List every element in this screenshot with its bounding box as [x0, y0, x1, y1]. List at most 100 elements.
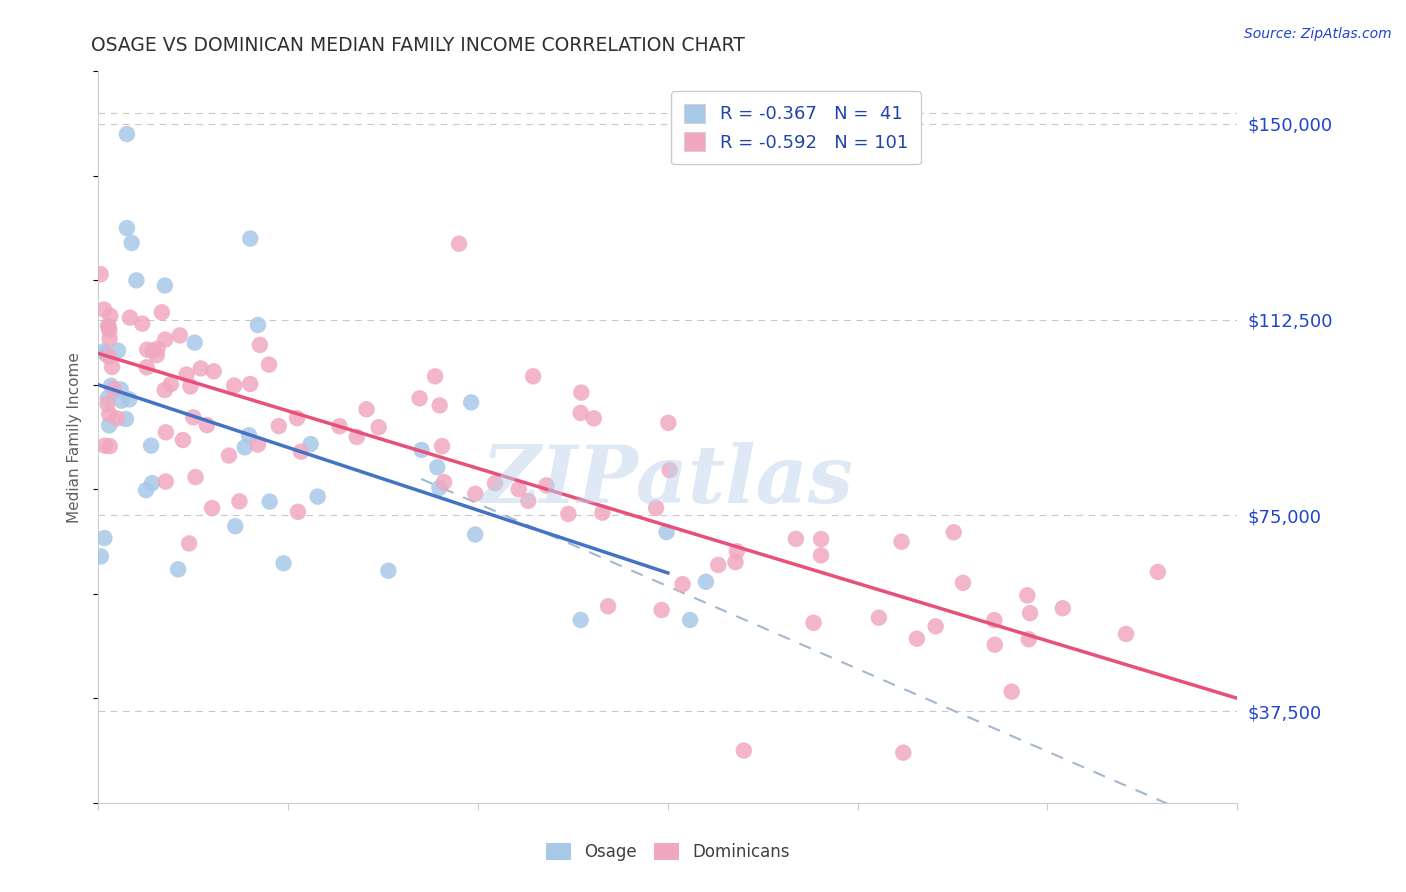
Point: [569, 406, 592, 420]
Point: [695, 574, 717, 589]
Point: [290, 444, 312, 458]
Point: [201, 501, 224, 516]
Point: [150, 305, 173, 319]
Point: [246, 437, 269, 451]
Point: [183, 335, 205, 350]
Point: [145, 348, 167, 362]
Point: [239, 231, 262, 245]
Point: [464, 487, 486, 501]
Point: [233, 441, 256, 455]
Point: [115, 127, 138, 141]
Point: [224, 519, 246, 533]
Point: [433, 475, 456, 490]
Point: [100, 379, 122, 393]
Point: [1115, 627, 1137, 641]
Point: [98, 439, 121, 453]
Point: [155, 475, 177, 489]
Point: [707, 558, 730, 572]
Point: [408, 392, 430, 406]
Point: [517, 494, 540, 508]
Point: [90, 267, 112, 281]
Point: [135, 483, 157, 497]
Point: [810, 532, 832, 546]
Point: [202, 364, 225, 378]
Point: [107, 343, 129, 358]
Y-axis label: Median Family Income: Median Family Income: [67, 351, 83, 523]
Point: [508, 483, 530, 497]
Point: [181, 410, 204, 425]
Point: [153, 333, 176, 347]
Point: [657, 416, 679, 430]
Point: [135, 360, 157, 375]
Point: [307, 490, 329, 504]
Point: [724, 555, 747, 569]
Point: [176, 368, 198, 382]
Point: [93, 302, 115, 317]
Point: [190, 361, 212, 376]
Point: [658, 463, 681, 477]
Point: [557, 507, 579, 521]
Point: [98, 418, 121, 433]
Point: [101, 359, 124, 374]
Point: [423, 369, 446, 384]
Legend: Osage, Dominicans: Osage, Dominicans: [540, 836, 796, 868]
Point: [733, 743, 755, 757]
Point: [651, 603, 673, 617]
Point: [184, 470, 207, 484]
Point: [141, 343, 163, 358]
Point: [98, 324, 121, 338]
Point: [868, 610, 890, 624]
Point: [983, 613, 1005, 627]
Point: [94, 439, 117, 453]
Point: [153, 278, 176, 293]
Point: [942, 525, 965, 540]
Point: [172, 433, 194, 447]
Point: [1017, 588, 1039, 602]
Point: [259, 494, 281, 508]
Point: [803, 615, 825, 630]
Point: [131, 317, 153, 331]
Point: [267, 419, 290, 434]
Point: [299, 437, 322, 451]
Point: [426, 460, 449, 475]
Point: [1018, 632, 1040, 647]
Point: [582, 411, 605, 425]
Point: [536, 478, 558, 492]
Point: [228, 494, 250, 508]
Text: Source: ZipAtlas.com: Source: ZipAtlas.com: [1244, 27, 1392, 41]
Point: [110, 393, 132, 408]
Point: [1147, 565, 1170, 579]
Point: [655, 525, 678, 540]
Point: [118, 310, 141, 325]
Point: [287, 505, 309, 519]
Point: [246, 318, 269, 332]
Point: [598, 599, 620, 614]
Point: [569, 385, 592, 400]
Point: [449, 236, 471, 251]
Point: [139, 439, 162, 453]
Point: [160, 377, 183, 392]
Point: [464, 527, 486, 541]
Point: [105, 411, 128, 425]
Point: [273, 556, 295, 570]
Point: [98, 309, 121, 323]
Point: [141, 476, 163, 491]
Point: [1019, 606, 1042, 620]
Point: [195, 418, 218, 433]
Point: [645, 500, 668, 515]
Point: [810, 549, 832, 563]
Point: [952, 575, 974, 590]
Point: [169, 328, 191, 343]
Point: [890, 534, 912, 549]
Point: [569, 613, 592, 627]
Point: [328, 419, 350, 434]
Point: [115, 412, 138, 426]
Point: [179, 536, 201, 550]
Point: [377, 564, 399, 578]
Point: [427, 481, 450, 495]
Text: OSAGE VS DOMINICAN MEDIAN FAMILY INCOME CORRELATION CHART: OSAGE VS DOMINICAN MEDIAN FAMILY INCOME …: [91, 36, 745, 54]
Point: [118, 392, 141, 407]
Point: [679, 613, 702, 627]
Point: [155, 425, 177, 440]
Point: [90, 549, 112, 564]
